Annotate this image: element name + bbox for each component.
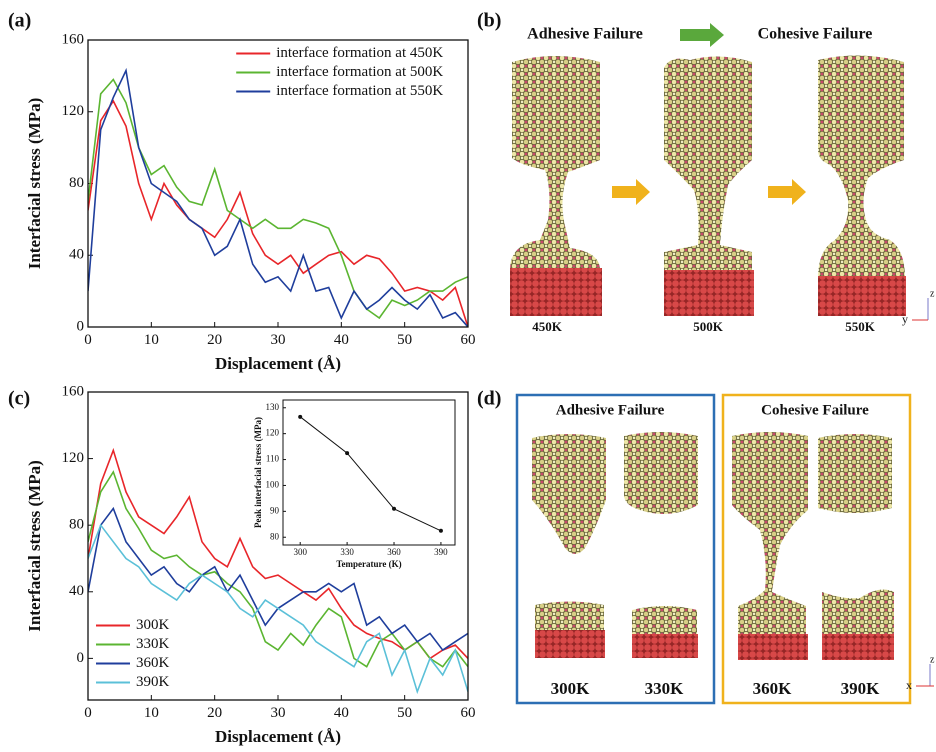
figure: (b) Adhesive Failure Cohesive Failure 45… [0, 0, 936, 752]
chart: (a) 0 10 20 30 40 50 60 0 40 80 120 160 Displacement … [8, 10, 476, 373]
inset-background [283, 400, 455, 545]
panel-label: (c) [8, 388, 30, 410]
x-tick-label: 50 [397, 705, 412, 721]
x-axis-label: Displacement (Å) [215, 727, 341, 746]
molecule [732, 432, 808, 636]
y-axis-label: Interfacial stress (MPa) [25, 98, 44, 270]
y-tick-label: 160 [62, 31, 85, 47]
legend-label: 330K [136, 636, 170, 652]
molecule [532, 434, 606, 554]
arrow [612, 179, 650, 205]
substrate [510, 268, 602, 316]
arrow [768, 179, 806, 205]
substrate [818, 276, 906, 316]
y-tick-label: 0 [77, 650, 85, 666]
x-tick-label: 20 [207, 705, 222, 721]
x-tick-label: 30 [271, 332, 286, 348]
marker [439, 529, 443, 533]
temperature-label: 500K [693, 319, 724, 334]
x-tick-label: 50 [397, 332, 412, 348]
panel-b: (b) Adhesive Failure Cohesive Failure 45… [477, 10, 935, 334]
chart: 300 330 360 390 80 90 100 110 120 130 Temperature … [253, 400, 455, 569]
series-line [88, 80, 468, 319]
molecule [632, 606, 697, 636]
legend-label: interface formation at 500K [276, 64, 443, 80]
x-tick-label: 60 [461, 705, 476, 721]
molecule [535, 602, 604, 633]
y-tick-label: 130 [266, 402, 280, 412]
x-tick-label: 330 [340, 547, 354, 557]
legend-label: interface formation at 450K [276, 45, 443, 61]
legend-label: 390K [136, 674, 170, 690]
heading: Cohesive Failure [758, 26, 873, 43]
molecule [818, 434, 892, 513]
x-tick-label: 10 [144, 705, 159, 721]
y-tick-label: 120 [266, 428, 280, 438]
x-tick-label: 40 [334, 332, 349, 348]
temperature-label: 550K [845, 319, 876, 334]
substrate [664, 270, 754, 316]
panel-d: (d) Adhesive Failure Cohesive Failure 30… [477, 388, 935, 703]
y-tick-label: 40 [69, 583, 84, 599]
temperature-label: 300K [551, 679, 591, 698]
y-tick-label: 160 [62, 383, 85, 399]
temperature-label: 390K [841, 679, 881, 698]
y-tick-label: 100 [266, 480, 280, 490]
substrate [822, 634, 894, 660]
y-axis-label: Interfacial stress (MPa) [25, 460, 44, 632]
x-tick-label: 360 [387, 547, 401, 557]
marker [392, 507, 396, 511]
y-tick-label: 80 [270, 531, 280, 541]
marker [345, 451, 349, 455]
marker [298, 415, 302, 419]
molecule [822, 590, 894, 636]
y-tick-label: 120 [62, 450, 85, 466]
x-tick-label: 60 [461, 332, 476, 348]
y-axis-label: Peak interfacial stress (MPa) [253, 417, 263, 528]
y-tick-label: 40 [69, 247, 84, 263]
y-tick-label: 80 [69, 517, 84, 533]
heading: Adhesive Failure [527, 26, 643, 43]
x-axis-label: Displacement (Å) [215, 354, 341, 373]
x-tick-label: 390 [434, 547, 448, 557]
axis-label: z [930, 288, 935, 299]
panel-label: (a) [8, 10, 31, 32]
substrate [632, 634, 698, 658]
x-tick-label: 300 [293, 547, 307, 557]
molecule [510, 56, 600, 270]
y-tick-label: 0 [77, 318, 85, 334]
molecule [664, 56, 752, 272]
x-axis-label: Temperature (K) [336, 559, 401, 569]
axis-label: z [930, 654, 935, 665]
substrate [738, 634, 808, 660]
y-tick-label: 80 [69, 175, 84, 191]
axis-label: x [906, 678, 912, 692]
x-tick-label: 0 [84, 332, 92, 348]
x-tick-label: 40 [334, 705, 349, 721]
y-tick-label: 110 [266, 454, 280, 464]
temperature-label: 330K [645, 679, 685, 698]
molecule [818, 55, 905, 278]
heading: Adhesive Failure [556, 402, 665, 418]
legend-label: 360K [136, 655, 170, 671]
panel-label: (d) [477, 388, 501, 410]
x-tick-label: 0 [84, 705, 92, 721]
legend-label: interface formation at 550K [276, 83, 443, 99]
panel-label: (b) [477, 10, 501, 32]
axis-label: y [902, 312, 908, 326]
temperature-label: 450K [532, 319, 563, 334]
x-tick-label: 20 [207, 332, 222, 348]
arrow [680, 23, 724, 47]
x-tick-label: 10 [144, 332, 159, 348]
molecule [624, 432, 698, 514]
substrate [535, 630, 605, 658]
series-line [88, 101, 468, 327]
y-tick-label: 90 [270, 505, 280, 515]
heading: Cohesive Failure [761, 402, 869, 418]
x-tick-label: 30 [271, 705, 286, 721]
y-tick-label: 120 [62, 103, 85, 119]
temperature-label: 360K [753, 679, 793, 698]
legend-label: 300K [136, 617, 170, 633]
